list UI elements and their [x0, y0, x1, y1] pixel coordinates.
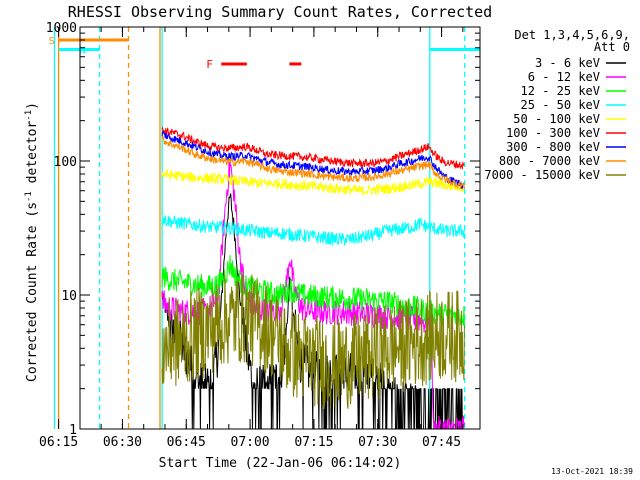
plot-area: S N F 1 10 100 1000 06:15 06:30 06:45 07:00 07:15 07… — [39, 21, 481, 450]
y-axis-label-main: Corrected Count Rate (s — [25, 202, 40, 382]
x-tick-label-6: 07:45 — [422, 435, 461, 450]
y-axis-label-sup2: -1 — [24, 110, 34, 121]
series-line-8 — [161, 274, 465, 410]
series-line-5 — [161, 127, 465, 170]
series-line-7 — [161, 136, 465, 190]
series-line-2 — [161, 255, 465, 327]
x-tick-label-4: 07:15 — [294, 435, 333, 450]
legend-header-line1: Det 1,3,4,5,6,9, — [514, 28, 630, 42]
x-tick-label-1: 06:30 — [103, 435, 142, 450]
legend-label-4: 50 - 100 keV — [513, 112, 600, 126]
y-axis-label: Corrected Count Rate (s-1 detector-1) — [24, 102, 40, 382]
y-axis-label-end: ) — [25, 102, 40, 110]
y-tick-label-3: 1000 — [46, 21, 77, 36]
series-line-4 — [161, 168, 465, 197]
legend-label-2: 12 - 25 keV — [521, 84, 600, 98]
series-line-3 — [161, 215, 465, 246]
y-axis-label-sup1: -1 — [24, 191, 34, 202]
x-tick-label-0: 06:15 — [39, 435, 78, 450]
legend-header-line2: Att 0 — [594, 40, 630, 54]
legend-label-0: 3 - 6 keV — [535, 56, 600, 70]
x-tick-label-2: 06:45 — [167, 435, 206, 450]
y-tick-label-2: 100 — [54, 155, 77, 170]
flare-label: F — [206, 58, 213, 71]
x-axis-label: Start Time (22-Jan-06 06:14:02) — [159, 456, 402, 471]
state-bar-label-1: N — [80, 45, 86, 56]
legend-label-1: 6 - 12 keV — [528, 70, 600, 84]
x-tick-label-5: 07:30 — [358, 435, 397, 450]
y-tick-label-0: 1 — [69, 423, 77, 438]
legend-label-6: 300 - 800 keV — [506, 140, 600, 154]
legend-label-5: 100 - 300 keV — [506, 126, 600, 140]
chart-title: RHESSI Observing Summary Count Rates, Co… — [68, 3, 492, 21]
legend-label-7: 800 - 7000 keV — [499, 154, 600, 168]
y-tick-label-1: 10 — [61, 289, 77, 304]
y-axis-label-mid: detector — [25, 121, 40, 192]
state-bar-label-0: S — [49, 36, 55, 47]
plot-frame — [79, 26, 481, 430]
legend-label-3: 25 - 50 keV — [521, 98, 600, 112]
footer-timestamp: 13-Oct-2021 18:39 — [551, 467, 633, 476]
x-tick-label-3: 07:00 — [231, 435, 270, 450]
legend-label-8: 7000 - 15000 keV — [484, 168, 600, 182]
series-line-6 — [161, 130, 465, 190]
